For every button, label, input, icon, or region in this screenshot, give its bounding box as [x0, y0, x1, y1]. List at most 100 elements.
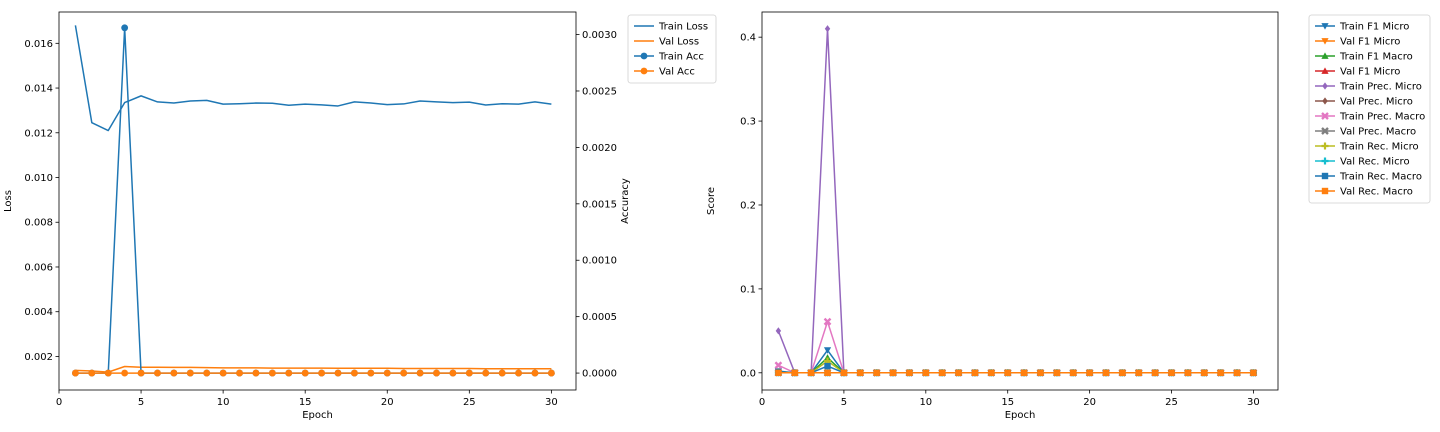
- series-line: [778, 349, 1254, 374]
- legend-entry: Val F1 Micro: [1315, 67, 1400, 78]
- data-point: [186, 369, 194, 377]
- data-point: [823, 347, 832, 354]
- data-point: [170, 369, 178, 377]
- chart-1: 0 5 10 15 20 25 30 0.002 0.004 0.006 0.008 0.010 0.0…: [3, 11, 717, 421]
- x-tick-label: 10: [919, 397, 932, 408]
- y-tick-label: 0.0: [740, 368, 756, 379]
- data-point: [1070, 369, 1077, 376]
- legend-entry: Train F1 Micro: [1315, 22, 1409, 33]
- legend-marker: [640, 67, 648, 75]
- data-point: [1135, 369, 1142, 376]
- x-tick-label: 20: [381, 397, 394, 408]
- y-axis-label: Score: [706, 187, 717, 215]
- legend-marker: [1321, 67, 1329, 74]
- data-point: [318, 369, 326, 377]
- legend-marker: [1321, 52, 1329, 59]
- legend-label: Val Rec. Macro: [1340, 187, 1413, 198]
- x-tick-label: 0: [759, 397, 765, 408]
- x-tick-label: 5: [138, 397, 144, 408]
- legend-entry: Train F1 Macro: [1315, 52, 1413, 63]
- y2-tick-label: 0.0010: [582, 256, 617, 267]
- legend-entry: Train Rec. Micro: [1315, 142, 1419, 153]
- data-point: [137, 369, 145, 377]
- series-line: [778, 356, 1254, 374]
- data-point: [823, 317, 832, 326]
- legend-label: Train F1 Macro: [1339, 52, 1413, 63]
- y-tick-label: 0.006: [24, 262, 53, 273]
- data-point: [1119, 369, 1126, 376]
- axes-frame: [58, 11, 577, 391]
- data-point: [824, 369, 831, 376]
- y-tick-label: 0.010: [24, 173, 53, 184]
- legend-label: Train Rec. Macro: [1339, 172, 1422, 183]
- chart-2: 0 5 10 15 20 25 30 0.0 0.1 0.2 0.3 0.4 Epoch Score Tra…: [706, 11, 1431, 421]
- axes-frame: [761, 11, 1279, 391]
- data-point: [531, 369, 539, 377]
- legend-marker: [1322, 97, 1328, 105]
- data-point: [433, 369, 440, 377]
- data-point: [873, 369, 880, 376]
- legend: [627, 14, 717, 84]
- series-val-rec-macro: [775, 369, 1257, 376]
- x-tick-label: 20: [1083, 397, 1096, 408]
- data-point: [823, 354, 832, 361]
- legend-entry: Train Prec. Macro: [1315, 112, 1425, 123]
- legend-label: Train Prec. Micro: [1339, 82, 1422, 93]
- data-point: [857, 369, 864, 376]
- y-tick-label: 0.008: [24, 218, 53, 229]
- data-point: [482, 369, 490, 377]
- legend-marker: [1321, 142, 1329, 150]
- data-point: [1184, 369, 1192, 376]
- data-point: [824, 25, 831, 33]
- data-point: [922, 369, 930, 376]
- legend-marker: [1321, 38, 1329, 45]
- x-axis-label: Epoch: [302, 410, 333, 421]
- data-point: [416, 369, 424, 377]
- data-point: [774, 361, 783, 370]
- data-point: [938, 369, 946, 376]
- data-point: [889, 369, 897, 376]
- y-tick-label: 0.016: [24, 39, 53, 50]
- data-point: [203, 369, 211, 377]
- x-tick-label: 15: [299, 397, 312, 408]
- legend-entry: Train Prec. Micro: [1315, 82, 1422, 93]
- series-train-acc: [72, 24, 555, 377]
- data-point: [268, 369, 276, 377]
- y-tick-label: 0.002: [24, 352, 53, 363]
- data-point: [252, 369, 260, 377]
- y2-tick-label: 0.0005: [582, 312, 617, 323]
- series-train-loss: [74, 25, 552, 132]
- data-point: [1217, 369, 1224, 376]
- legend-marker: [1321, 127, 1329, 135]
- legend-label: Train Loss: [658, 22, 708, 33]
- legend-entry: Val Acc: [634, 67, 695, 78]
- data-point: [449, 369, 457, 377]
- data-point: [351, 369, 358, 377]
- legend-label: Val Acc: [659, 67, 695, 78]
- series-line: [75, 365, 552, 373]
- data-point: [1168, 369, 1175, 376]
- series-train-prec-macro: [774, 317, 1258, 377]
- series-line: [75, 27, 552, 374]
- x-tick-label: 0: [56, 397, 62, 408]
- series-val-acc: [72, 369, 555, 377]
- legend-label: Train Rec. Micro: [1339, 142, 1419, 153]
- series-line: [777, 28, 1254, 374]
- data-point: [1086, 369, 1093, 376]
- x-tick-label: 25: [463, 397, 476, 408]
- legend-entry: Train Loss: [634, 22, 708, 33]
- data-point: [824, 362, 831, 370]
- data-point: [791, 369, 798, 376]
- y-tick-label: 0.4: [740, 33, 756, 44]
- y-tick-label: 0.004: [24, 307, 53, 318]
- legend-marker: [1321, 23, 1329, 30]
- data-point: [72, 369, 79, 377]
- series-line: [778, 360, 1254, 374]
- data-point: [807, 369, 815, 376]
- y-tick-label: 0.3: [740, 117, 756, 128]
- data-point: [955, 369, 962, 376]
- y2-tick-label: 0.0020: [582, 143, 617, 154]
- x-tick-label: 5: [841, 397, 847, 408]
- legend-entry: Val Rec. Macro: [1315, 187, 1413, 198]
